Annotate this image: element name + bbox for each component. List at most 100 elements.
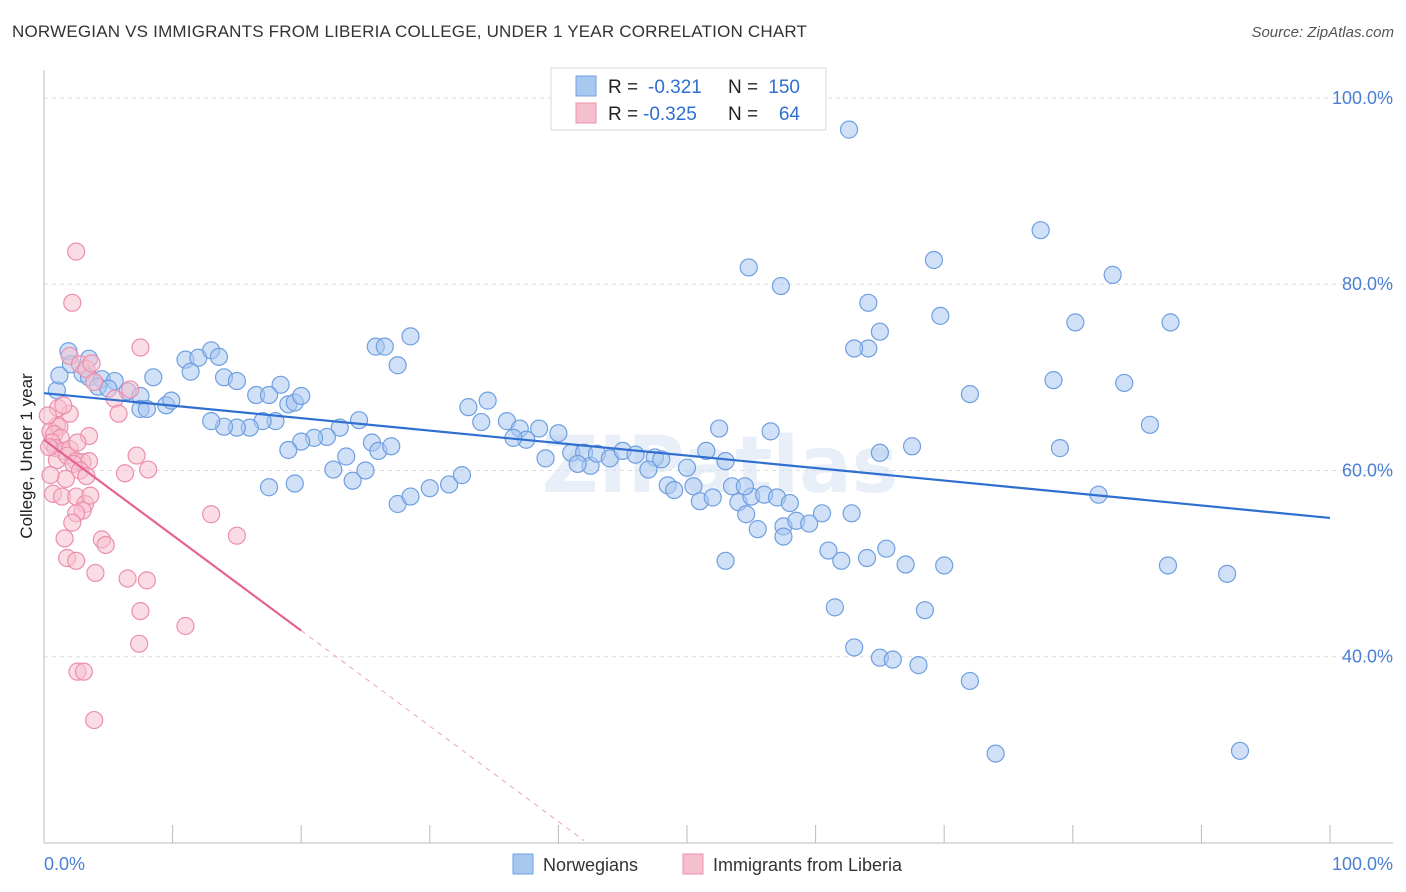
point-norwegians-24 <box>209 347 228 366</box>
series-legend-label-norwegians: Norwegians <box>543 855 638 875</box>
point-norwegians-99 <box>915 601 935 620</box>
point-norwegians-30 <box>259 385 279 405</box>
stats-legend-box <box>550 67 827 131</box>
point-norwegians-119 <box>870 443 890 462</box>
point-liberia-7 <box>85 372 104 392</box>
point-norwegians-70 <box>665 480 684 500</box>
point-liberia-44 <box>131 601 150 621</box>
point-norwegians-68 <box>639 460 658 479</box>
series-legend-swatch-norwegians <box>512 853 534 875</box>
y-tick-label-80: 80.0% <box>1342 274 1393 294</box>
point-norwegians-104 <box>1218 564 1237 583</box>
point-norwegians-74 <box>703 488 722 507</box>
point-norwegians-88 <box>812 504 832 523</box>
point-norwegians-67 <box>652 450 671 469</box>
point-norwegians-105 <box>1230 741 1250 760</box>
stats-n-value-2: 64 <box>779 104 801 125</box>
point-liberia-1 <box>63 293 82 312</box>
point-liberia-60 <box>40 438 59 457</box>
source-credit: Source: ZipAtlas.com <box>1251 24 1394 41</box>
point-norwegians-142 <box>439 475 459 494</box>
y-tick-label-40: 40.0% <box>1342 647 1393 667</box>
point-liberia-2 <box>131 338 150 357</box>
point-norwegians-20 <box>144 368 163 387</box>
point-norwegians-91 <box>825 598 844 617</box>
stats-n-value-1: 150 <box>768 77 800 98</box>
point-norwegians-108 <box>1044 371 1063 390</box>
point-norwegians-4 <box>771 276 790 296</box>
x-tick-label-min: 0.0% <box>44 854 85 874</box>
point-norwegians-89 <box>819 541 838 560</box>
point-norwegians-56 <box>549 424 568 443</box>
point-liberia-49 <box>85 710 104 730</box>
point-norwegians-25 <box>181 362 200 381</box>
point-liberia-62 <box>68 433 87 452</box>
y-tick-label-60: 60.0% <box>1342 460 1393 480</box>
trendline-norwegians <box>43 392 1331 520</box>
point-norwegians-107 <box>1115 373 1134 393</box>
point-norwegians-87 <box>800 514 819 533</box>
point-norwegians-27 <box>227 371 246 391</box>
point-norwegians-101 <box>960 671 980 691</box>
point-norwegians-13 <box>401 327 420 346</box>
point-norwegians-118 <box>902 437 922 456</box>
series-legend-swatch-liberia <box>682 853 704 875</box>
point-norwegians-12 <box>845 339 864 358</box>
point-norwegians-140 <box>401 487 420 506</box>
point-liberia-54 <box>227 526 246 545</box>
x-tick-label-max: 100.0% <box>1332 854 1393 874</box>
point-norwegians-3 <box>739 258 758 277</box>
point-liberia-26 <box>77 466 96 486</box>
point-norwegians-5 <box>1103 265 1122 284</box>
point-liberia-43 <box>137 571 156 590</box>
series-legend-label-liberia: Immigrants from Liberia <box>713 855 903 875</box>
stats-r-label-2: R = <box>608 104 638 125</box>
stats-n-label-2: N = <box>728 104 758 125</box>
point-norwegians-2 <box>924 250 944 270</box>
point-liberia-0 <box>67 242 86 261</box>
point-norwegians-106 <box>1140 415 1160 434</box>
point-liberia-46 <box>130 634 149 653</box>
point-norwegians-96 <box>857 548 877 568</box>
stats-n-label-1: N = <box>728 77 758 98</box>
point-norwegians-113 <box>748 520 767 539</box>
point-norwegians-15 <box>375 337 394 356</box>
point-liberia-27 <box>56 469 75 488</box>
point-norwegians-33 <box>292 386 311 406</box>
series-legend: Norwegians Immigrants from Liberia <box>512 853 903 875</box>
point-norwegians-109 <box>960 385 980 404</box>
stats-r-label-1: R = <box>608 77 638 98</box>
point-norwegians-122 <box>382 437 401 456</box>
point-norwegians-134 <box>202 412 221 431</box>
point-norwegians-103 <box>1158 556 1178 575</box>
point-norwegians-138 <box>356 461 375 480</box>
point-liberia-28 <box>41 466 60 485</box>
series-immigrants-from-liberia <box>38 242 246 730</box>
point-norwegians-9 <box>1161 313 1180 332</box>
point-norwegians-47 <box>50 366 69 385</box>
point-norwegians-110 <box>1050 439 1070 458</box>
point-norwegians-48 <box>459 398 478 417</box>
point-norwegians-75 <box>716 452 735 471</box>
point-norwegians-8 <box>1066 313 1085 332</box>
stats-r-value-2: -0.325 <box>643 104 697 125</box>
point-liberia-50 <box>115 464 135 483</box>
point-liberia-61 <box>54 396 73 415</box>
point-norwegians-100 <box>935 556 954 575</box>
point-norwegians-115 <box>774 527 793 546</box>
point-liberia-6 <box>82 354 101 373</box>
point-norwegians-53 <box>530 419 549 438</box>
y-tick-labels: 40.0% 60.0% 80.0% 100.0% <box>1332 88 1393 667</box>
point-liberia-42 <box>118 569 137 588</box>
point-norwegians-135 <box>337 447 356 466</box>
point-norwegians-137 <box>343 471 362 490</box>
trend-lines <box>43 392 1331 842</box>
point-norwegians-10 <box>870 322 890 341</box>
point-norwegians-7 <box>931 306 950 325</box>
point-norwegians-90 <box>832 551 851 570</box>
point-norwegians-84 <box>761 422 780 441</box>
point-norwegians-97 <box>877 539 896 558</box>
point-norwegians-50 <box>478 391 497 410</box>
point-liberia-36 <box>55 529 74 548</box>
axes <box>43 70 1393 844</box>
